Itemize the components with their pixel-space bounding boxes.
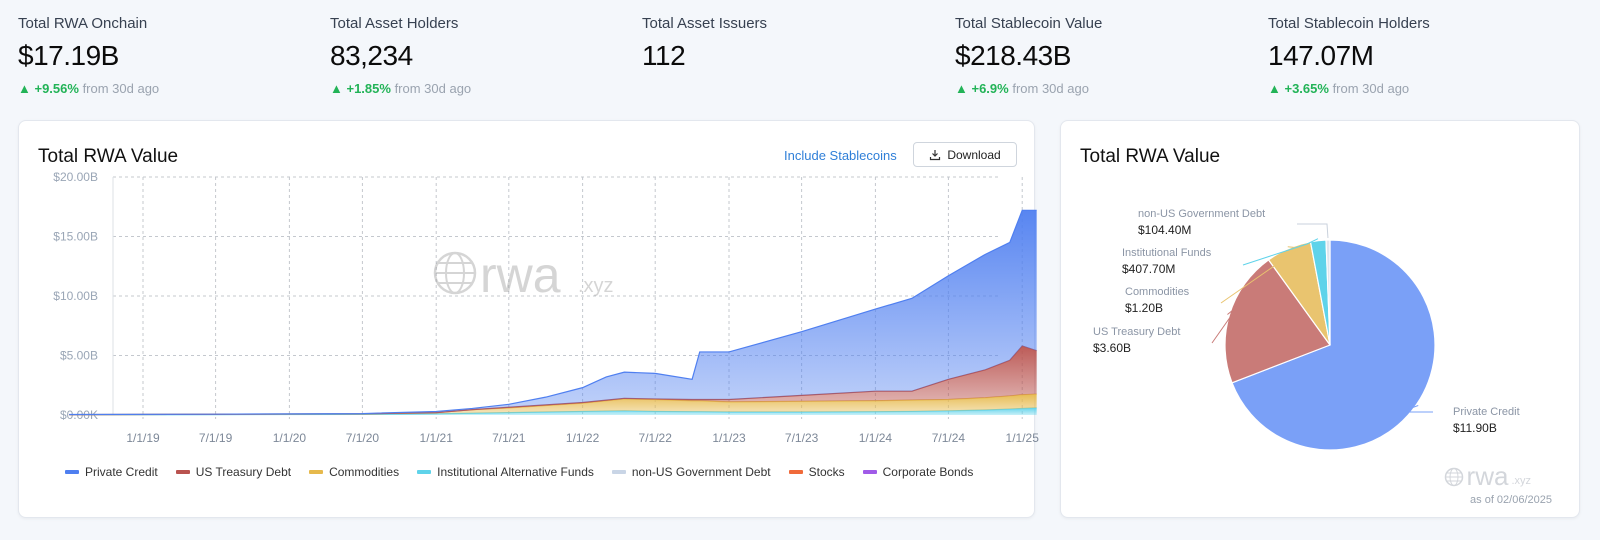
stat-change: ▲ +3.65% from 30d ago xyxy=(1268,81,1430,96)
legend-item[interactable]: Corporate Bonds xyxy=(862,465,974,479)
legend-label: US Treasury Debt xyxy=(195,465,292,479)
trend-up-icon: ▲ xyxy=(955,81,972,96)
download-label: Download xyxy=(947,147,1001,162)
legend-swatch xyxy=(862,470,877,474)
stat-card: Total Asset Issuers 112 xyxy=(642,15,767,72)
download-icon xyxy=(930,149,941,160)
pie-label-name: US Treasury Debt xyxy=(1093,326,1181,338)
include-stablecoins-link[interactable]: Include Stablecoins xyxy=(784,148,897,163)
legend-label: Corporate Bonds xyxy=(882,465,974,479)
pie-label-value: $1.20B xyxy=(1125,301,1164,316)
legend-label: Stocks xyxy=(808,465,845,479)
stat-label: Total Asset Issuers xyxy=(642,15,768,32)
legend-item[interactable]: Stocks xyxy=(788,465,845,479)
stat-change-value: +6.9% xyxy=(971,81,1009,96)
stat-card: Total RWA Onchain $17.19B ▲ +9.56% from 30… xyxy=(18,15,159,96)
pie-chart-card: Total RWA Value rwa .xyz as of 02/06/2025 xyxy=(1060,120,1580,518)
as-of-date: as of 02/06/2025 xyxy=(1470,494,1552,506)
stat-value: $17.19B xyxy=(18,40,119,71)
legend-item[interactable]: Commodities xyxy=(309,465,399,479)
stat-change-value: +3.65% xyxy=(1284,81,1329,96)
stat-card: Total Stablecoin Value $218.43B ▲ +6.9% fr… xyxy=(955,15,1102,96)
pie-label: US Treasury Debt $3.60B xyxy=(1093,325,1180,357)
pie-label-name: non-US Government Debt xyxy=(1138,208,1266,220)
stat-change: ▲ +9.56% from 30d ago xyxy=(18,81,159,96)
trend-up-icon: ▲ xyxy=(18,81,35,96)
chart-legend: Private Credit US Treasury Debt Commoditie… xyxy=(65,465,973,479)
stat-change-suffix: from 30d ago xyxy=(394,81,472,96)
legend-label: Institutional Alternative Funds xyxy=(437,465,594,479)
stat-change-value: +1.85% xyxy=(346,81,391,96)
legend-swatch xyxy=(788,470,803,474)
pie-label-value: $3.60B xyxy=(1093,341,1132,356)
stat-value: $218.43B xyxy=(955,40,1071,71)
rwa-watermark-logo: rwa .xyz xyxy=(1444,461,1531,492)
legend-label: Private Credit xyxy=(85,465,158,479)
globe-icon xyxy=(1444,467,1463,486)
stat-change: ▲ +6.9% from 30d ago xyxy=(955,81,1102,96)
pie-label: Commodities $1.20B xyxy=(1125,285,1189,317)
pie-label: Private Credit $11.90B xyxy=(1453,405,1520,437)
legend-item[interactable]: Institutional Alternative Funds xyxy=(417,465,594,479)
legend-label: non-US Government Debt xyxy=(631,465,771,479)
legend-item[interactable]: US Treasury Debt xyxy=(175,465,292,479)
stat-change: ▲ +1.85% from 30d ago xyxy=(330,81,471,96)
legend-swatch xyxy=(65,470,79,474)
stat-card: Total Asset Holders 83,234 ▲ +1.85% from 3… xyxy=(330,15,471,96)
pie-label-name: Commodities xyxy=(1125,286,1190,298)
pie-label: non-US Government Debt $104.40M xyxy=(1138,207,1265,239)
stat-value: 83,234 xyxy=(330,40,413,71)
area-chart-card: Total RWA Value Include Stablecoins Down… xyxy=(18,120,1035,518)
legend-swatch xyxy=(611,470,626,474)
stat-label: Total Asset Holders xyxy=(330,15,459,32)
stat-value: 112 xyxy=(642,40,686,71)
pie-label-value: $407.70M xyxy=(1122,262,1176,277)
legend-item[interactable]: non-US Government Debt xyxy=(611,465,771,479)
stat-value: 147.07M xyxy=(1268,40,1374,71)
stat-label: Total RWA Onchain xyxy=(18,15,148,32)
legend-label: Commodities xyxy=(329,465,400,479)
legend-swatch xyxy=(175,470,190,474)
stat-label: Total Stablecoin Holders xyxy=(1268,15,1430,32)
legend-swatch xyxy=(309,470,324,474)
stat-change-value: +9.56% xyxy=(34,81,79,96)
stat-label: Total Stablecoin Value xyxy=(955,15,1103,32)
legend-swatch xyxy=(417,470,432,474)
pie-label-name: Institutional Funds xyxy=(1122,247,1212,259)
stat-change-suffix: from 30d ago xyxy=(1332,81,1410,96)
pie-chart-title: Total RWA Value xyxy=(1080,146,1221,167)
trend-up-icon: ▲ xyxy=(1268,81,1285,96)
legend-item[interactable]: Private Credit xyxy=(65,465,158,479)
area-chart-title: Total RWA Value xyxy=(38,146,179,167)
download-button[interactable]: Download xyxy=(913,142,1017,167)
stat-change-suffix: from 30d ago xyxy=(1012,81,1089,96)
pie-label-name: Private Credit xyxy=(1453,406,1520,418)
pie-label: Institutional Funds $407.70M xyxy=(1122,246,1211,278)
trend-up-icon: ▲ xyxy=(330,81,347,96)
stat-change-suffix: from 30d ago xyxy=(82,81,160,96)
pie-label-value: $11.90B xyxy=(1453,421,1497,436)
pie-label-value: $104.40M xyxy=(1138,223,1192,238)
stat-card: Total Stablecoin Holders 147.07M ▲ +3.65% … xyxy=(1268,15,1430,96)
